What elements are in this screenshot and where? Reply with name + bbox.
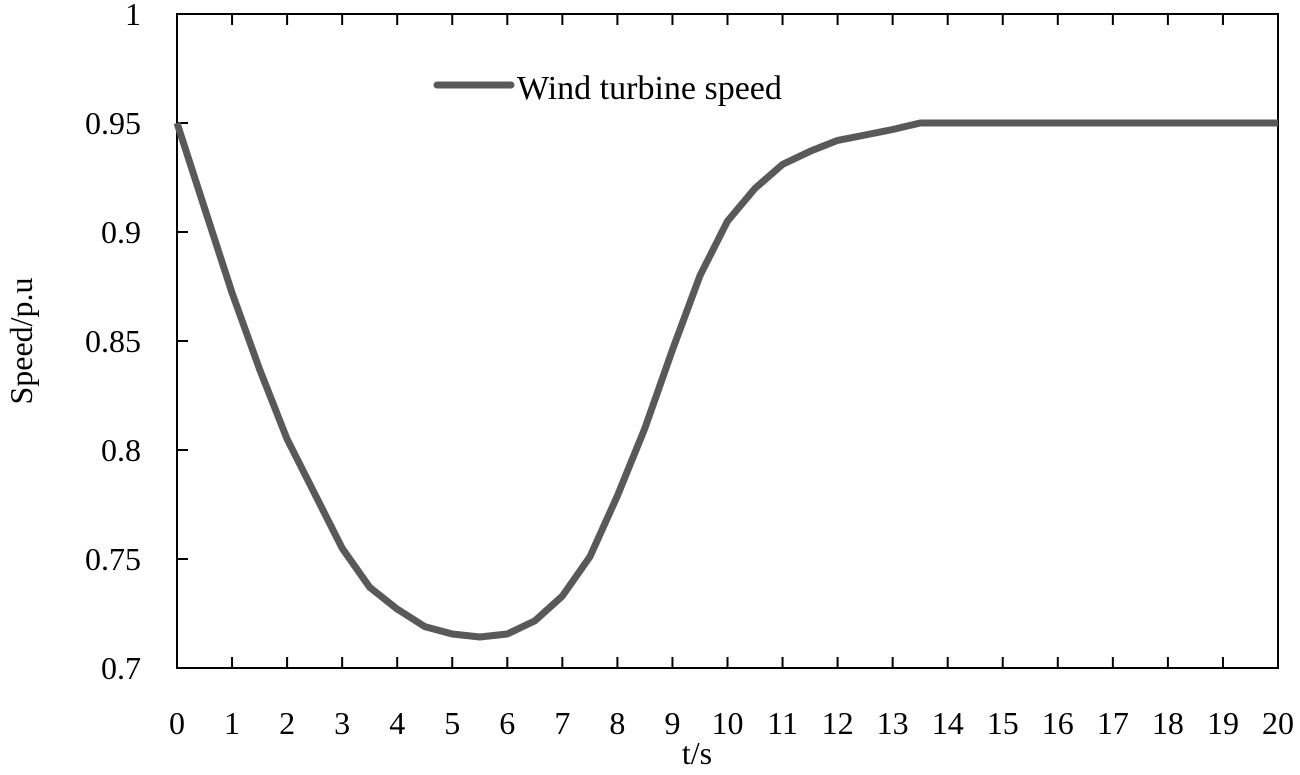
x-tick-label: 7 bbox=[554, 705, 570, 741]
x-axis-title: t/s bbox=[682, 735, 712, 770]
legend: Wind turbine speed bbox=[433, 70, 782, 107]
y-axis-tick-labels: 0.7 0.75 0.8 0.85 0.9 0.95 1 bbox=[85, 0, 141, 686]
legend-label: Wind turbine speed bbox=[517, 70, 782, 107]
x-tick-label: 20 bbox=[1262, 705, 1294, 741]
x-tick-label: 8 bbox=[609, 705, 625, 741]
x-tick-label: 6 bbox=[499, 705, 515, 741]
x-tick-label: 15 bbox=[987, 705, 1019, 741]
y-tick-label: 0.75 bbox=[85, 541, 141, 577]
y-tick-label: 0.85 bbox=[85, 323, 141, 359]
x-tick-label: 5 bbox=[444, 705, 460, 741]
x-tick-label: 16 bbox=[1042, 705, 1074, 741]
x-tick-label: 11 bbox=[767, 705, 798, 741]
x-tick-label: 12 bbox=[822, 705, 854, 741]
x-tick-label: 19 bbox=[1207, 705, 1239, 741]
x-tick-label: 13 bbox=[877, 705, 909, 741]
x-tick-label: 9 bbox=[664, 705, 680, 741]
x-tick-label: 0 bbox=[169, 705, 185, 741]
y-tick-label: 0.95 bbox=[85, 105, 141, 141]
x-tick-label: 3 bbox=[334, 705, 350, 741]
y-tick-label: 0.9 bbox=[101, 214, 141, 250]
x-tick-label: 2 bbox=[279, 705, 295, 741]
y-axis-title: Speed/p.u bbox=[3, 277, 39, 404]
x-tick-label: 1 bbox=[224, 705, 240, 741]
x-tick-label: 10 bbox=[712, 705, 744, 741]
series-line-wind-turbine-speed bbox=[173, 119, 1278, 641]
y-tick-label: 0.7 bbox=[101, 650, 141, 686]
y-tick-label: 0.8 bbox=[101, 432, 141, 468]
plot-frame bbox=[176, 13, 1279, 669]
x-tick-label: 14 bbox=[932, 705, 964, 741]
plot-border bbox=[176, 13, 1279, 669]
x-axis-ticks bbox=[231, 14, 1224, 668]
y-tick-label: 1 bbox=[125, 0, 141, 32]
series-layer bbox=[173, 119, 1278, 641]
y-axis-ticks bbox=[177, 122, 188, 560]
x-tick-label: 18 bbox=[1152, 705, 1184, 741]
x-tick-label: 4 bbox=[389, 705, 405, 741]
x-tick-label: 17 bbox=[1097, 705, 1129, 741]
x-axis-tick-labels: 0 1 2 3 4 5 6 7 8 9 10 11 12 13 14 15 16 17 18 19 20 bbox=[169, 705, 1294, 741]
